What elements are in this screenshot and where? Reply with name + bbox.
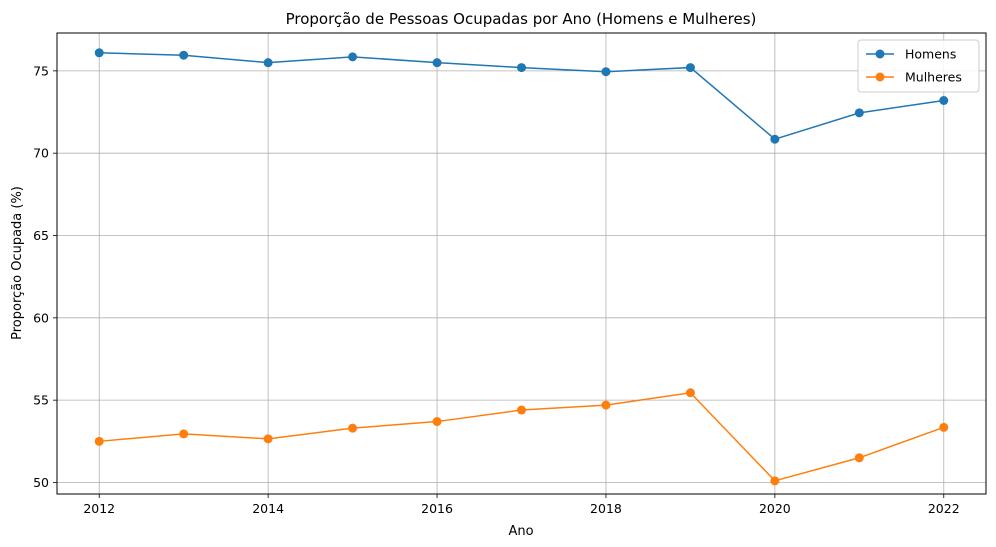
data-point-homens — [263, 58, 273, 68]
data-point-homens — [685, 63, 695, 73]
x-axis-label: Ano — [508, 524, 533, 539]
data-point-homens — [770, 134, 780, 144]
x-tick-label: 2020 — [759, 501, 791, 516]
data-point-mulheres — [685, 388, 695, 398]
data-point-homens — [94, 48, 104, 58]
data-point-mulheres — [770, 476, 780, 486]
data-point-mulheres — [939, 422, 949, 432]
data-point-homens — [179, 50, 189, 60]
legend-box — [857, 39, 980, 93]
y-axis-label: Proporção Ocupada (%) — [10, 186, 25, 340]
data-point-mulheres — [432, 417, 442, 427]
legend: Homens Mulheres — [857, 39, 980, 93]
y-tick-label: 60 — [33, 310, 49, 325]
data-point-mulheres — [517, 405, 526, 415]
y-tick-label: 75 — [33, 63, 49, 78]
y-tick-label: 70 — [33, 146, 49, 161]
data-point-mulheres — [348, 423, 358, 433]
y-tick-label: 50 — [33, 475, 49, 490]
legend-marker — [875, 49, 885, 59]
data-point-mulheres — [94, 436, 104, 446]
legend-label: Homens — [905, 47, 956, 62]
x-tick-label: 2012 — [83, 501, 115, 516]
x-tick-label: 2022 — [928, 501, 960, 516]
data-point-mulheres — [263, 434, 273, 444]
data-point-mulheres — [601, 400, 611, 410]
legend-marker — [875, 72, 885, 82]
x-tick-label: 2018 — [590, 501, 622, 516]
chart-title: Proporção de Pessoas Ocupadas por Ano (H… — [286, 10, 757, 28]
y-tick-label: 65 — [33, 228, 49, 243]
x-axis: 2012 2014 2016 2018 2020 2022 — [83, 494, 960, 516]
data-point-mulheres — [854, 453, 864, 463]
x-tick-label: 2014 — [252, 501, 284, 516]
data-point-homens — [432, 58, 442, 68]
x-tick-label: 2016 — [421, 501, 453, 516]
data-point-homens — [601, 67, 611, 77]
plot-frame — [56, 32, 987, 495]
series-layer — [94, 48, 949, 486]
y-tick-label: 55 — [33, 393, 49, 408]
data-point-homens — [939, 96, 949, 106]
y-axis: 50 55 60 65 70 75 — [33, 63, 57, 490]
legend-label: Mulheres — [905, 70, 962, 85]
grid-lines — [57, 33, 986, 494]
data-point-homens — [854, 108, 864, 118]
data-point-homens — [348, 52, 358, 62]
data-point-mulheres — [179, 429, 189, 439]
data-point-homens — [517, 63, 526, 73]
